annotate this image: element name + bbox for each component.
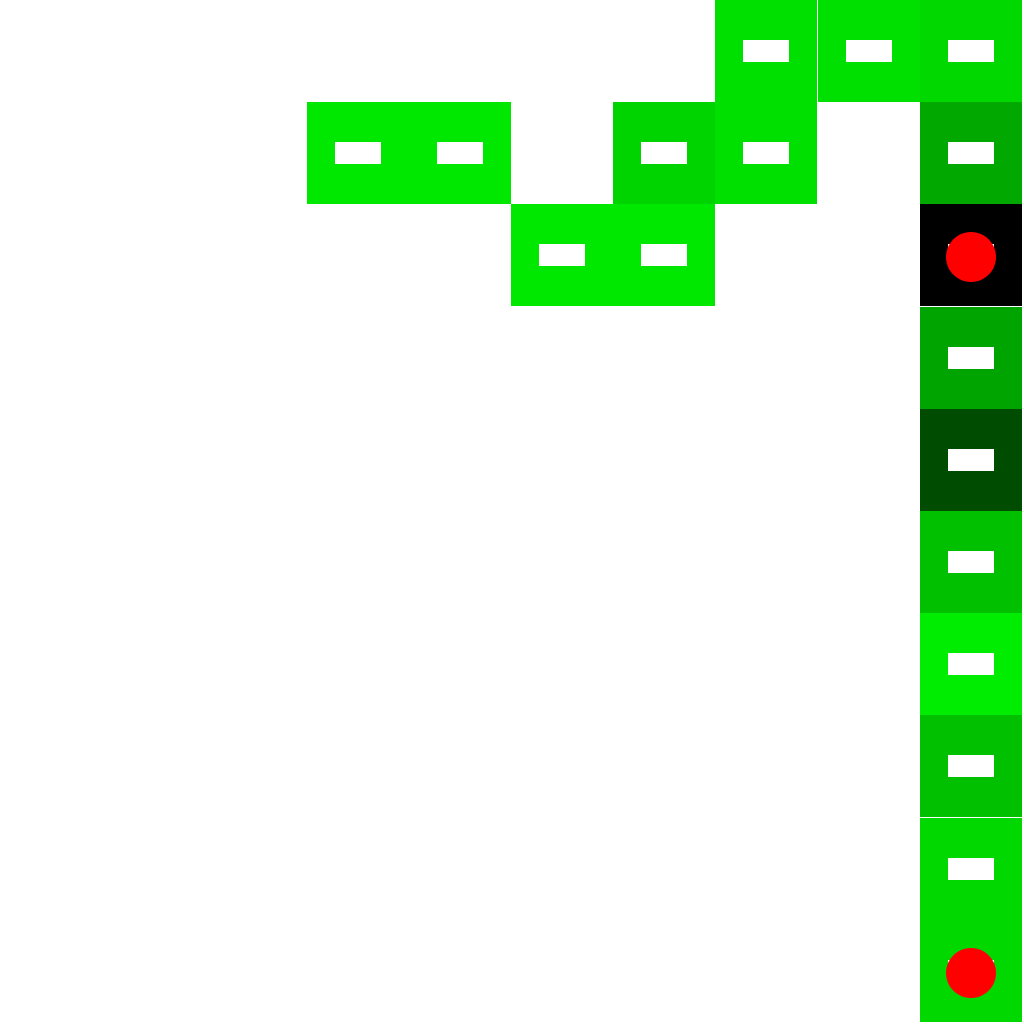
tile-slot bbox=[846, 40, 892, 62]
board-tile[interactable] bbox=[613, 204, 715, 306]
board-tile[interactable] bbox=[511, 204, 613, 306]
tile-slot bbox=[641, 142, 687, 164]
board-tile[interactable] bbox=[920, 204, 1022, 306]
tile-slot bbox=[948, 449, 994, 471]
board-tile[interactable] bbox=[818, 0, 920, 102]
tile-slot bbox=[539, 244, 585, 266]
board-tile[interactable] bbox=[920, 715, 1022, 817]
tile-slot bbox=[948, 40, 994, 62]
red-circle-marker bbox=[946, 232, 996, 282]
board-tile[interactable] bbox=[715, 0, 817, 102]
board-tile[interactable] bbox=[715, 102, 817, 204]
tile-slot bbox=[948, 347, 994, 369]
tile-slot bbox=[743, 40, 789, 62]
board-tile[interactable] bbox=[920, 511, 1022, 613]
board-tile[interactable] bbox=[307, 102, 409, 204]
tile-slot bbox=[948, 551, 994, 573]
board-tile[interactable] bbox=[920, 409, 1022, 511]
tile-slot bbox=[948, 858, 994, 880]
tile-slot bbox=[641, 244, 687, 266]
tile-slot bbox=[948, 755, 994, 777]
tile-slot bbox=[437, 142, 483, 164]
tile-slot bbox=[743, 142, 789, 164]
board-tile[interactable] bbox=[613, 102, 715, 204]
tile-slot bbox=[335, 142, 381, 164]
board-tile[interactable] bbox=[920, 102, 1022, 204]
red-circle-marker bbox=[946, 948, 996, 998]
board-tile[interactable] bbox=[920, 920, 1022, 1022]
tile-slot bbox=[948, 653, 994, 675]
board-tile[interactable] bbox=[920, 818, 1022, 920]
board-tile[interactable] bbox=[920, 307, 1022, 409]
tile-slot bbox=[948, 142, 994, 164]
board-tile[interactable] bbox=[920, 0, 1022, 102]
board-tile[interactable] bbox=[920, 613, 1022, 715]
board-tile[interactable] bbox=[409, 102, 511, 204]
